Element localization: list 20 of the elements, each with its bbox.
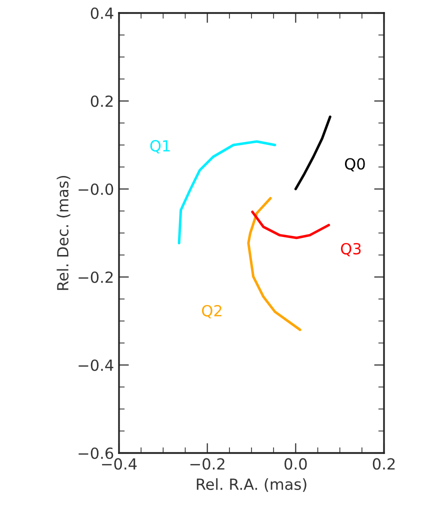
- x-axis-title: Rel. R.A. (mas): [196, 478, 306, 492]
- y-tick-label: −0.2: [78, 271, 113, 284]
- line-series: [247, 196, 302, 332]
- line-series: [251, 210, 330, 240]
- series-label: Q3: [340, 242, 361, 256]
- x-tick-label: −0.2: [190, 458, 224, 470]
- y-tick-label: −0.6: [78, 447, 114, 460]
- y-axis-title: Rel. Dec. (mas): [56, 176, 70, 290]
- text: Q2: [202, 304, 222, 318]
- line-series: [178, 140, 276, 244]
- x-tick-label: 0.0: [284, 458, 307, 470]
- x-tick-label: −0.4: [102, 458, 137, 470]
- y-tick-label: 0.2: [90, 95, 113, 108]
- x-tick-label: 0.2: [372, 458, 395, 470]
- y-tick-label: −0.0: [78, 183, 114, 196]
- text: Q1: [150, 140, 170, 154]
- y-tick-label: −0.4: [78, 359, 114, 372]
- line-series: [294, 116, 332, 190]
- y-tick-label: 0.4: [90, 7, 114, 20]
- series-label: Q0: [344, 158, 365, 172]
